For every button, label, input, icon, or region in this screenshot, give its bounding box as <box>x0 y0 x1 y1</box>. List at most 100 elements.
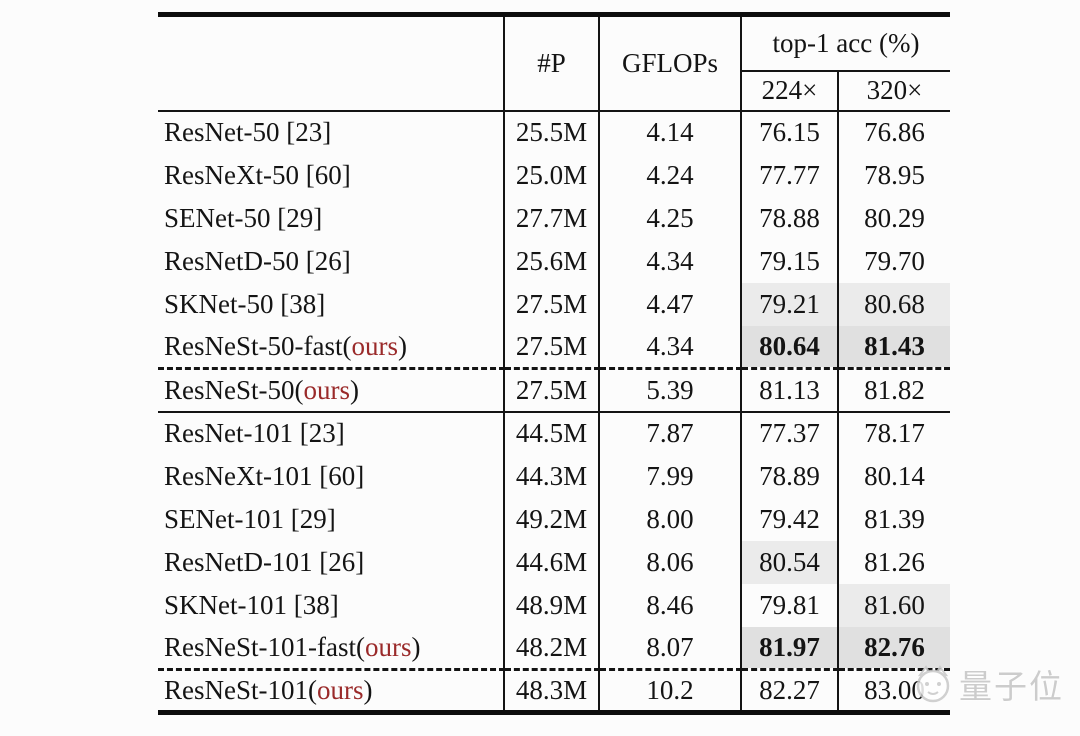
acc224-cell: 78.89 <box>740 454 838 498</box>
gflops-cell: 8.07 <box>598 626 741 671</box>
params-cell: 49.2M <box>503 497 599 541</box>
table-row: ResNeXt-50 [60] 25.0M 4.24 77.77 78.95 <box>158 153 951 197</box>
gflops-cell: 7.87 <box>598 411 741 455</box>
table-row: ResNetD-50 [26] 25.6M 4.34 79.15 79.70 <box>158 239 951 283</box>
acc224-cell: 77.37 <box>740 411 838 455</box>
acc224-cell: 80.54 <box>740 540 838 584</box>
params-cell: 48.3M <box>503 669 599 713</box>
model-cell: ResNetD-50 [26] <box>164 245 351 276</box>
watermark-text: 量子位 <box>959 668 1064 705</box>
table-row: SKNet-101 [38] 48.9M 8.46 79.81 81.60 <box>158 583 951 627</box>
results-table-container: #P GFLOPs top-1 acc (%) 224× 320× ResNet… <box>158 12 951 715</box>
params-cell: 44.3M <box>503 454 599 498</box>
table-row: ResNeSt-50(ours) 27.5M 5.39 81.13 81.82 <box>158 368 951 413</box>
params-cell: 48.9M <box>503 583 599 627</box>
model-cell: ResNeSt-101-fast(ours) <box>158 626 504 671</box>
model-column-header <box>158 15 504 111</box>
acc320-cell: 81.39 <box>836 497 951 541</box>
acc320-cell: 80.14 <box>836 454 951 498</box>
acc320-cell: 81.43 <box>836 325 951 370</box>
table-header: #P GFLOPs top-1 acc (%) 224× 320× <box>158 14 951 111</box>
acc224-cell: 79.81 <box>740 583 838 627</box>
table-row: ResNetD-101 [26] 44.6M 8.06 80.54 81.26 <box>158 540 951 584</box>
model-cell: SENet-50 [29] <box>164 202 323 233</box>
ours-label: ours <box>303 374 350 405</box>
table-row: ResNeSt-101(ours) 48.3M 10.2 82.27 83.00 <box>158 669 951 713</box>
model-cell: ResNetD-101 [26] <box>164 546 365 577</box>
acc224-cell: 79.21 <box>740 282 838 326</box>
params-cell: 27.5M <box>503 325 599 370</box>
model-cell: ResNet-50 [23] <box>164 117 332 147</box>
params-cell: 25.6M <box>503 239 599 283</box>
gflops-cell: 4.25 <box>598 196 741 240</box>
gflops-cell: 8.00 <box>598 497 741 541</box>
res-224-column-header: 224× <box>740 70 838 111</box>
top1-acc-column-header: top-1 acc (%) <box>739 14 951 72</box>
gflops-cell: 5.39 <box>598 368 741 413</box>
params-cell: 27.7M <box>503 196 599 240</box>
acc320-cell: 79.70 <box>836 239 951 283</box>
params-cell: 48.2M <box>503 626 599 671</box>
params-column-header: #P <box>503 14 599 111</box>
acc224-cell: 76.15 <box>740 110 838 154</box>
table-row: ResNeXt-101 [60] 44.3M 7.99 78.89 80.14 <box>158 454 951 498</box>
acc320-cell: 83.00 <box>836 669 951 713</box>
model-cell: SKNet-101 [38] <box>164 589 339 620</box>
acc320-cell: 81.60 <box>836 583 951 627</box>
params-cell: 25.0M <box>503 153 599 197</box>
table-row: SKNet-50 [38] 27.5M 4.47 79.21 80.68 <box>158 282 951 326</box>
model-cell: ResNeXt-50 [60] <box>164 159 351 190</box>
model-cell: SENet-101 [29] <box>164 503 336 534</box>
acc224-cell: 81.13 <box>740 368 838 413</box>
acc320-cell: 80.68 <box>836 282 951 326</box>
acc320-cell: 76.86 <box>836 110 951 154</box>
table-row: SENet-101 [29] 49.2M 8.00 79.42 81.39 <box>158 497 951 541</box>
model-cell: ResNeSt-50-fast(ours) <box>158 325 504 370</box>
gflops-cell: 4.14 <box>598 110 741 154</box>
gflops-cell: 4.34 <box>598 325 741 370</box>
gflops-column-header: GFLOPs <box>598 14 741 111</box>
gflops-cell: 7.99 <box>598 454 741 498</box>
acc320-cell: 78.17 <box>836 411 951 455</box>
params-cell: 44.6M <box>503 540 599 584</box>
ours-label: ours <box>364 631 412 662</box>
acc224-cell: 79.15 <box>740 239 838 283</box>
gflops-cell: 4.24 <box>598 153 741 197</box>
acc224-cell: 81.97 <box>740 626 838 671</box>
acc320-cell: 82.76 <box>836 626 951 671</box>
gflops-cell: 8.46 <box>598 583 741 627</box>
gflops-cell: 4.34 <box>598 239 741 283</box>
gflops-cell: 10.2 <box>598 669 741 713</box>
header-row-2: 224× 320× <box>158 70 951 111</box>
params-cell: 25.5M <box>503 110 599 154</box>
gflops-cell: 4.47 <box>598 282 741 326</box>
res-320-column-header: 320× <box>836 70 951 111</box>
table-row: ResNet-50 [23] 25.5M 4.14 76.15 76.86 <box>158 110 951 154</box>
acc224-cell: 79.42 <box>740 497 838 541</box>
ours-label: ours <box>351 330 398 361</box>
acc320-cell: 78.95 <box>836 153 951 197</box>
model-cell: ResNeSt-50(ours) <box>158 368 504 413</box>
acc320-cell: 80.29 <box>836 196 951 240</box>
acc224-cell: 78.88 <box>740 196 838 240</box>
acc320-cell: 81.26 <box>836 540 951 584</box>
params-cell: 27.5M <box>503 282 599 326</box>
table-row: SENet-50 [29] 27.7M 4.25 78.88 80.29 <box>158 196 951 240</box>
model-cell: ResNeSt-101(ours) <box>164 675 373 705</box>
ours-label: ours <box>316 675 364 705</box>
acc224-cell: 80.64 <box>740 325 838 370</box>
model-cell: SKNet-50 [38] <box>164 288 326 319</box>
params-cell: 27.5M <box>503 368 599 413</box>
table-row: ResNet-101 [23] 44.5M 7.87 77.37 78.17 <box>158 411 951 455</box>
acc224-cell: 77.77 <box>740 153 838 197</box>
gflops-cell: 8.06 <box>598 540 741 584</box>
table-row: ResNeSt-101-fast(ours) 48.2M 8.07 81.97 … <box>158 626 951 671</box>
results-table: #P GFLOPs top-1 acc (%) 224× 320× ResNet… <box>158 12 951 715</box>
acc320-cell: 81.82 <box>836 368 951 413</box>
params-cell: 44.5M <box>503 411 599 455</box>
table-body: ResNet-50 [23] 25.5M 4.14 76.15 76.86 Re… <box>158 110 951 713</box>
acc224-cell: 82.27 <box>740 669 838 713</box>
model-cell: ResNeXt-101 [60] <box>164 460 365 491</box>
table-row: ResNeSt-50-fast(ours) 27.5M 4.34 80.64 8… <box>158 325 951 370</box>
header-row-1: #P GFLOPs top-1 acc (%) <box>158 14 951 111</box>
